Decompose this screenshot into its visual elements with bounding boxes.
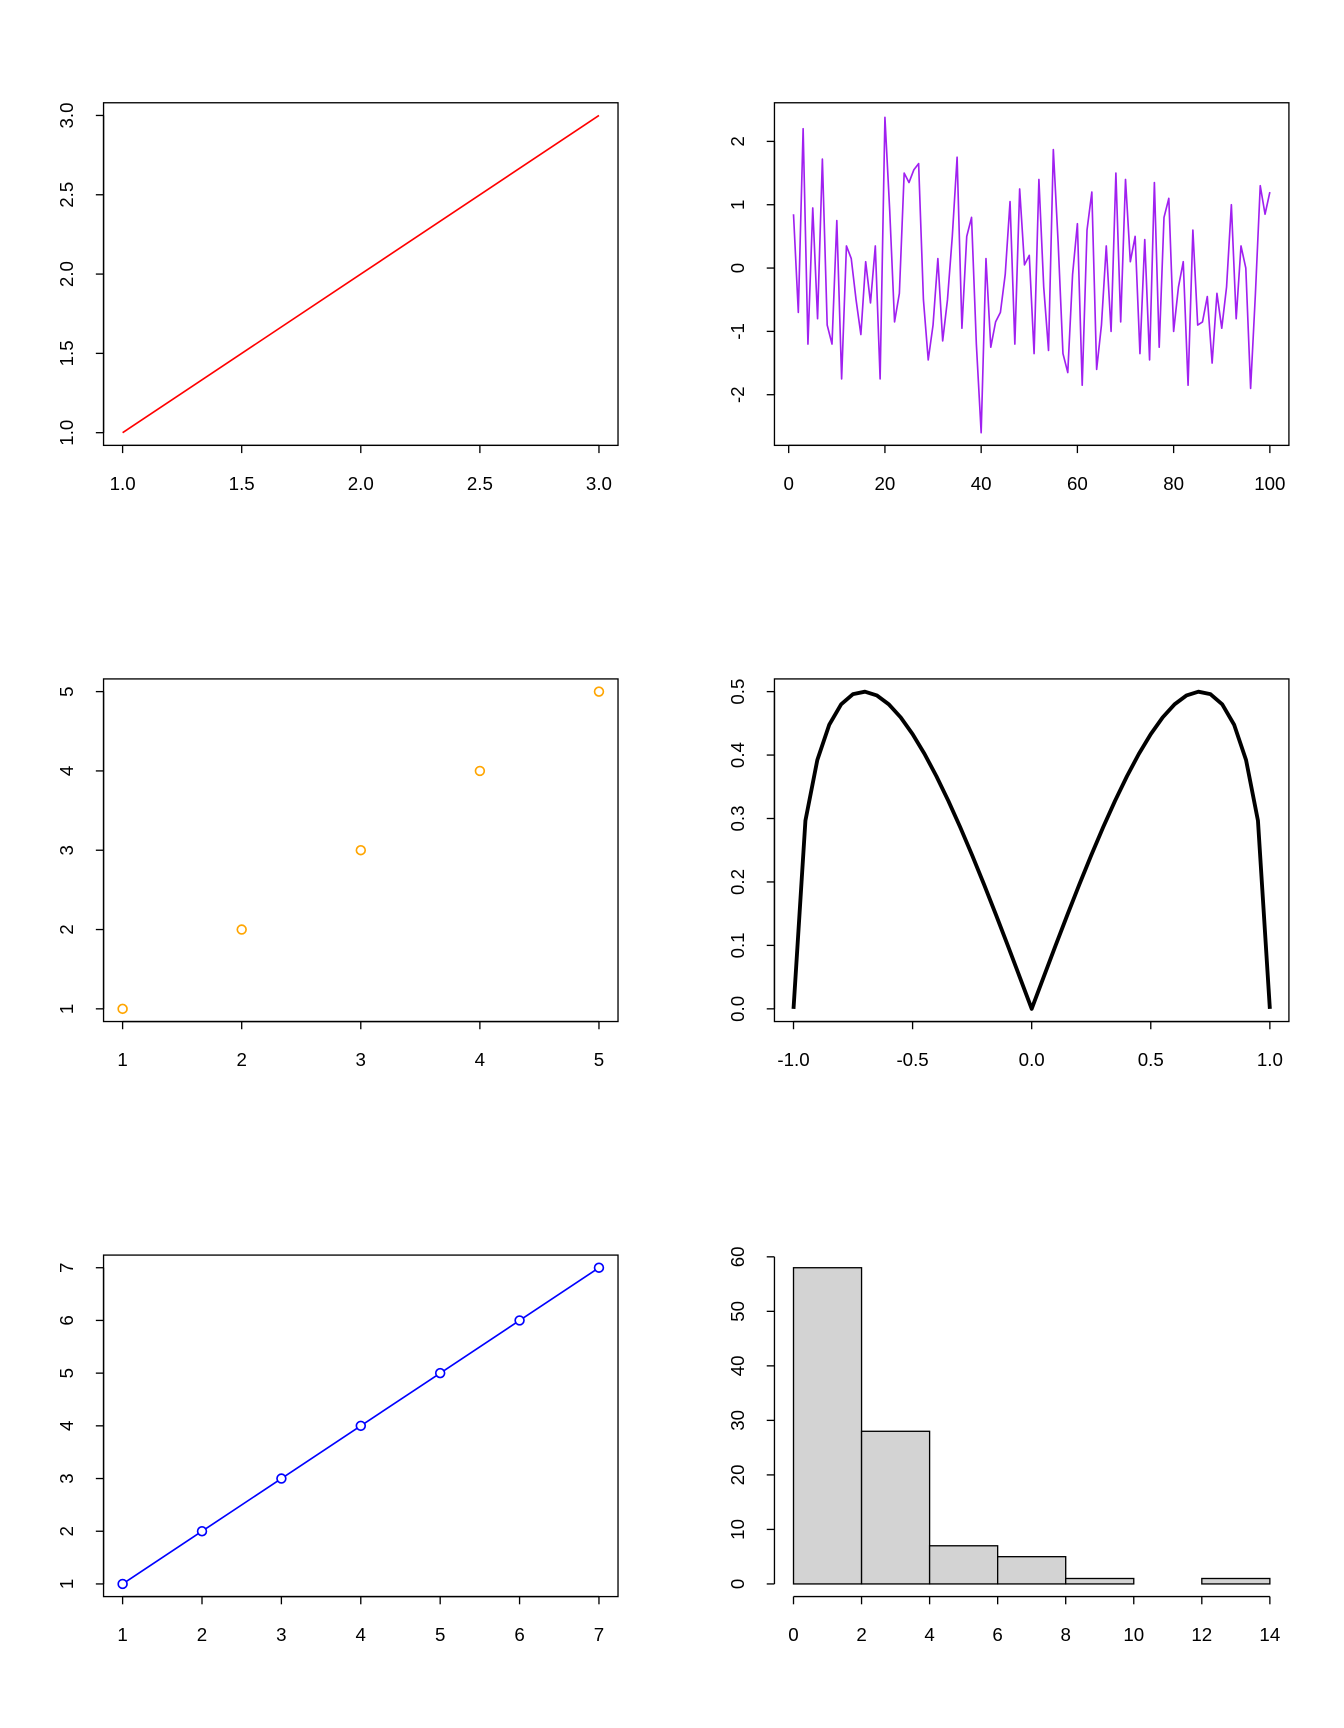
y-tick-label: 1.0 (56, 420, 77, 446)
data-point (355, 844, 367, 856)
x-tick-label: 0 (783, 473, 793, 494)
x-tick-label: 1.0 (110, 473, 136, 494)
plot-box (773, 678, 1290, 1023)
y-tick-label: 0.4 (727, 742, 748, 768)
x-tick-label: 7 (594, 1624, 604, 1645)
y-tick-label: 1 (56, 1004, 77, 1014)
x-tick-label: 6 (514, 1624, 524, 1645)
x-tick-label: 2 (856, 1624, 866, 1645)
y-tick-label: 4 (56, 1421, 77, 1431)
y-tick-label: 2.5 (56, 182, 77, 208)
plot-box (773, 102, 1290, 447)
histogram-bar (1201, 1577, 1271, 1585)
x-tick-label: 100 (1254, 473, 1285, 494)
y-tick-label: 20 (727, 1464, 748, 1485)
x-tick-label: 4 (924, 1624, 934, 1645)
data-point (276, 1473, 287, 1484)
y-tick-label: 5 (56, 686, 77, 696)
y-tick-label: 2 (56, 1526, 77, 1536)
y-tick-label: 0.1 (727, 932, 748, 958)
x-tick-label: 3 (356, 1049, 366, 1070)
x-tick-label: 4 (356, 1624, 366, 1645)
y-tick-label: 3.0 (56, 102, 77, 128)
y-tick-label: 6 (56, 1315, 77, 1325)
y-tick-label: 5 (56, 1368, 77, 1378)
x-tick-label: 12 (1191, 1624, 1212, 1645)
x-tick-label: 2.5 (467, 473, 493, 494)
data-point (196, 1526, 208, 1537)
y-tick-label: -1 (727, 323, 748, 340)
data-point (117, 1578, 128, 1590)
data-point (593, 1262, 605, 1273)
x-tick-label: -1.0 (777, 1049, 809, 1070)
histogram-bar (1065, 1577, 1135, 1585)
y-tick-label: 3 (56, 845, 77, 855)
y-tick-label: 1.5 (56, 340, 77, 366)
y-tick-label: 2.0 (56, 261, 77, 287)
histogram-bar (860, 1430, 931, 1585)
x-tick-label: 2.0 (348, 473, 374, 494)
x-tick-label: 2 (236, 1049, 246, 1070)
x-tick-label: 6 (992, 1624, 1002, 1645)
x-tick-label: 2 (197, 1624, 207, 1645)
x-tick-label: 0.0 (1019, 1049, 1045, 1070)
data-point (355, 1420, 367, 1432)
y-tick-label: 0.0 (727, 996, 748, 1022)
x-tick-label: 20 (875, 473, 896, 494)
data-line (122, 114, 600, 434)
y-tick-label: 3 (56, 1473, 77, 1483)
x-tick-label: 3.0 (586, 473, 612, 494)
y-tick-label: 0.5 (727, 679, 748, 705)
x-tick-label: 5 (594, 1049, 604, 1070)
x-tick-label: 8 (1060, 1624, 1070, 1645)
y-tick-label: 0.3 (727, 805, 748, 831)
x-tick-label: 4 (475, 1049, 485, 1070)
y-tick-label: 2 (727, 136, 748, 146)
y-tick-label: 60 (727, 1246, 748, 1267)
y-tick-label: 4 (56, 766, 77, 776)
histogram-bar (792, 1267, 863, 1585)
x-tick-label: 80 (1163, 473, 1184, 494)
x-tick-label: 60 (1067, 473, 1088, 494)
x-tick-label: 0 (788, 1624, 798, 1645)
data-point (474, 765, 486, 777)
y-tick-label: 40 (727, 1355, 748, 1376)
data-point (514, 1315, 525, 1326)
x-tick-label: -0.5 (896, 1049, 928, 1070)
x-tick-label: 10 (1123, 1624, 1144, 1645)
x-tick-label: 5 (435, 1624, 445, 1645)
y-tick-label: 50 (727, 1301, 748, 1322)
data-line (791, 689, 1272, 1011)
x-tick-label: 3 (276, 1624, 286, 1645)
data-point (593, 686, 605, 697)
y-tick-label: 1 (56, 1579, 77, 1589)
y-tick-label: 7 (56, 1263, 77, 1273)
x-tick-label: 1 (117, 1049, 127, 1070)
x-tick-label: 1.5 (229, 473, 255, 494)
y-tick-label: -2 (727, 386, 748, 403)
y-tick-label: 0 (727, 263, 748, 273)
x-tick-label: 40 (971, 473, 992, 494)
x-tick-label: 14 (1259, 1624, 1280, 1645)
y-tick-label: 10 (727, 1519, 748, 1540)
y-tick-label: 1 (727, 200, 748, 210)
x-tick-label: 1.0 (1257, 1049, 1283, 1070)
y-tick-label: 0 (727, 1579, 748, 1589)
data-line (792, 116, 1271, 434)
data-point (236, 924, 247, 935)
histogram-bar (996, 1556, 1067, 1585)
data-point (434, 1367, 446, 1379)
y-tick-label: 0.2 (727, 869, 748, 895)
y-tick-label: 30 (727, 1410, 748, 1431)
y-tick-label: 2 (56, 924, 77, 934)
x-tick-label: 1 (117, 1624, 127, 1645)
x-tick-label: 0.5 (1138, 1049, 1164, 1070)
data-point (117, 1003, 128, 1015)
histogram-bar (928, 1545, 999, 1585)
